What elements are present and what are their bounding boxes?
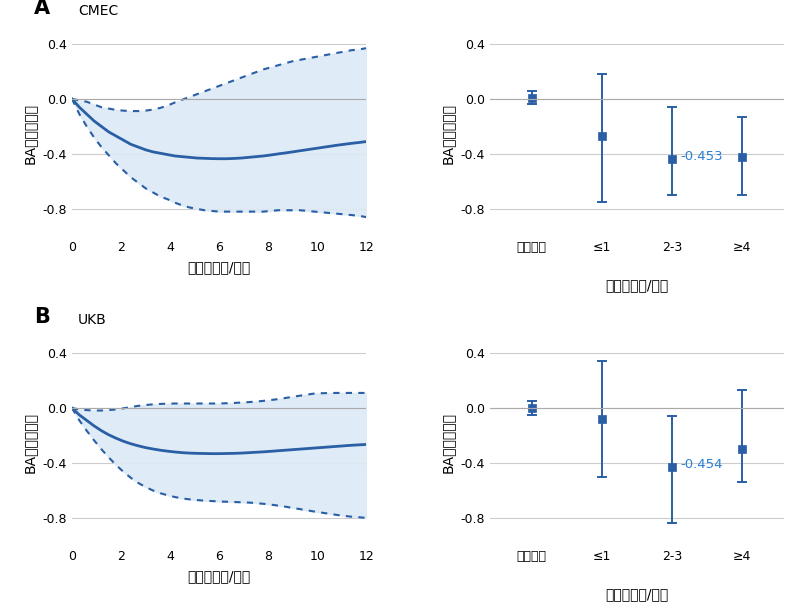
Text: CMEC: CMEC bbox=[78, 4, 118, 18]
Text: UKB: UKB bbox=[78, 313, 106, 327]
Text: 251: 251 bbox=[591, 459, 613, 469]
Text: -0.454: -0.454 bbox=[680, 458, 723, 471]
Text: 685: 685 bbox=[731, 459, 753, 469]
X-axis label: 喝茶（杯数/天）: 喝茶（杯数/天） bbox=[187, 569, 250, 583]
Y-axis label: BA加速（年）: BA加速（年） bbox=[441, 412, 455, 473]
Text: A: A bbox=[34, 0, 50, 18]
Text: 433: 433 bbox=[662, 459, 682, 469]
Y-axis label: BA加速（年）: BA加速（年） bbox=[441, 103, 455, 164]
X-axis label: 喝茶（杯数/天）: 喝茶（杯数/天） bbox=[606, 279, 669, 293]
Text: B: B bbox=[34, 307, 50, 327]
Y-axis label: BA加速（年）: BA加速（年） bbox=[23, 412, 37, 473]
Y-axis label: BA加速（年）: BA加速（年） bbox=[23, 103, 37, 164]
X-axis label: 喝茶（杯数/天）: 喝茶（杯数/天） bbox=[187, 260, 250, 274]
Text: -0.453: -0.453 bbox=[680, 150, 723, 163]
Text: 5088: 5088 bbox=[518, 459, 546, 469]
X-axis label: 喝茶（杯数/天）: 喝茶（杯数/天） bbox=[606, 588, 669, 602]
